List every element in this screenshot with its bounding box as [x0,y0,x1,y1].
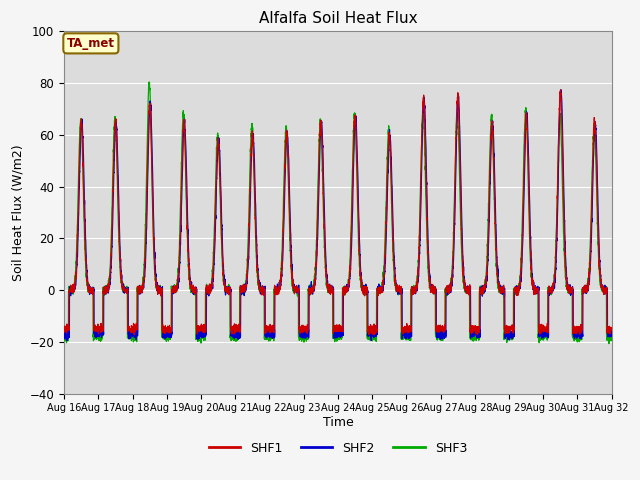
SHF2 [608,332,616,337]
SHF2 [557,87,565,93]
SHF3 [358,287,366,293]
X-axis label: Time: Time [323,416,353,429]
Y-axis label: Soil Heat Flux (W/m2): Soil Heat Flux (W/m2) [11,144,24,281]
SHF2 [63,338,71,344]
SHF3 [145,79,153,85]
SHF2 [515,287,523,293]
Line: SHF3: SHF3 [64,82,612,344]
SHF3 [529,283,537,288]
SHF3 [515,286,523,292]
SHF1 [557,87,564,93]
SHF3 [488,123,496,129]
SHF3 [60,334,68,340]
SHF3 [174,277,182,283]
SHF1 [60,324,68,329]
SHF1 [529,284,537,290]
SHF2 [60,333,68,339]
SHF2 [529,282,537,288]
SHF3 [605,341,612,347]
SHF2 [488,125,496,131]
Legend: SHF1, SHF2, SHF3: SHF1, SHF2, SHF3 [204,437,472,460]
SHF1 [608,325,616,331]
Line: SHF2: SHF2 [64,90,612,341]
SHF2 [358,282,366,288]
SHF3 [388,201,396,207]
SHF2 [174,283,182,288]
SHF1 [488,120,496,125]
SHF1 [515,288,523,294]
SHF2 [388,167,396,173]
SHF1 [369,332,377,338]
SHF3 [608,333,616,338]
SHF1 [388,183,396,189]
Text: TA_met: TA_met [67,37,115,50]
SHF1 [174,281,182,287]
Line: SHF1: SHF1 [64,90,612,335]
Title: Alfalfa Soil Heat Flux: Alfalfa Soil Heat Flux [259,11,417,26]
SHF1 [358,288,366,294]
